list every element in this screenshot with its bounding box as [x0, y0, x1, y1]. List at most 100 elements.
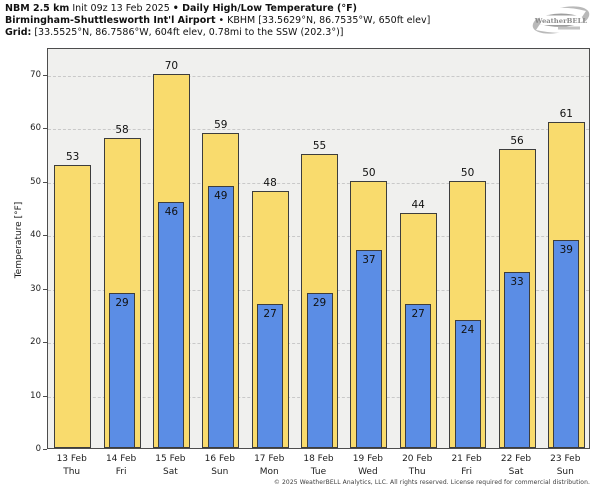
y-tick-label-50: 50: [30, 176, 41, 187]
x-tick-label: 22 Feb Sat: [491, 453, 540, 478]
x-tick-label: 15 Feb Sat: [146, 453, 195, 478]
x-tick-date: 14 Feb: [105, 454, 137, 464]
low-value-label: 27: [411, 307, 425, 320]
x-tick-label: 16 Feb Sun: [195, 453, 244, 478]
high-value-label: 44: [411, 198, 425, 211]
chart-header: NBM 2.5 km Init 09z 13 Feb 2025 • Daily Hi…: [5, 3, 430, 38]
low-value-label: 49: [214, 190, 228, 202]
x-tick-weekday: Sat: [163, 466, 178, 477]
y-tick-mark-0: [43, 449, 47, 450]
x-tick-label: 14 Feb Fri: [96, 453, 145, 478]
high-value-label: 58: [115, 123, 129, 136]
logo-tagline-bar: [558, 26, 580, 30]
x-tick-weekday: Thu: [63, 466, 81, 477]
x-tick-date: 13 Feb: [56, 454, 87, 464]
y-tick-label-70: 70: [30, 69, 41, 80]
high-value-label: 53: [66, 150, 80, 163]
y-tick-label-0: 0: [35, 444, 41, 454]
x-tick-date: 21 Feb: [451, 454, 482, 464]
header-line-3: Grid: [33.5525°N, 86.7586°W, 604ft elev, …: [5, 27, 430, 39]
model-name: NBM 2.5 km: [5, 3, 70, 14]
x-tick-weekday: Sun: [211, 466, 229, 477]
header-line-1: NBM 2.5 km Init 09z 13 Feb 2025 • Daily Hi…: [5, 3, 430, 15]
header-line-2: Birmingham-Shuttlesworth Int'l Airport • …: [5, 15, 430, 27]
gridline-60: [48, 129, 589, 131]
high-value-label: 70: [164, 59, 179, 72]
low-value-label: 27: [263, 307, 277, 320]
x-tick-weekday: Sun: [556, 466, 574, 477]
x-tick-date: 22 Feb: [500, 454, 532, 464]
low-bar: [257, 303, 284, 448]
plot-area: 53 58 29 70 46 59 49 48 27 55 29 50 37 44 27 50 24 56 33 61…: [47, 48, 590, 449]
y-tick-mark-20: [43, 342, 47, 344]
high-value-label: 50: [362, 166, 376, 179]
x-tick-weekday: Thu: [408, 466, 426, 477]
low-bar: [109, 292, 135, 448]
low-bar: [355, 250, 382, 448]
y-tick-label-40: 40: [30, 230, 41, 241]
y-tick-label-30: 30: [30, 283, 41, 294]
low-bar: [553, 239, 580, 448]
low-bar: [405, 303, 432, 448]
x-tick-label: 20 Feb Thu: [393, 453, 442, 478]
low-value-label: 46: [164, 206, 179, 219]
x-tick-date: 16 Feb: [204, 454, 235, 464]
x-tick-date: 20 Feb: [402, 454, 433, 464]
grid-label: Grid:: [5, 26, 32, 38]
y-tick-label-60: 60: [30, 123, 41, 134]
product-title: • Daily High/Low Temperature (°F): [172, 3, 357, 14]
x-tick-label: 23 Feb Sun: [541, 453, 590, 478]
low-value-label: 29: [312, 296, 327, 309]
y-tick-label-10: 10: [30, 390, 41, 401]
x-tick-date: 15 Feb: [155, 454, 186, 464]
y-tick-mark-10: [43, 395, 47, 397]
logo-text: WeatherBELL: [534, 17, 587, 25]
low-bar: [454, 319, 481, 448]
high-value-label: 55: [312, 139, 327, 152]
x-tick-date: 17 Feb: [254, 454, 285, 464]
x-tick-label: 21 Feb Fri: [442, 453, 491, 478]
high-value-label: 48: [263, 177, 277, 190]
low-bar: [504, 271, 530, 448]
y-tick-mark-70: [43, 74, 47, 76]
x-tick-date: 18 Feb: [303, 454, 334, 464]
y-tick-mark-50: [43, 181, 47, 183]
x-tick-label: 18 Feb Tue: [294, 453, 343, 478]
high-bar: [54, 164, 92, 448]
copyright-notice: © 2025 WeatherBELL Analytics, LLC. All r…: [273, 479, 590, 486]
high-value-label: 50: [460, 166, 475, 179]
x-tick-label: 17 Feb Mon: [245, 453, 294, 478]
y-tick-mark-40: [43, 235, 47, 237]
high-value-label: 61: [559, 107, 573, 120]
gridline-70: [48, 75, 589, 77]
low-bar: [158, 202, 185, 448]
low-bar: [207, 186, 234, 448]
x-tick-weekday: Fri: [115, 466, 127, 477]
x-tick-weekday: Tue: [310, 466, 327, 477]
low-value-label: 39: [559, 243, 573, 256]
low-value-label: 24: [460, 323, 475, 336]
x-tick-label: 13 Feb Thu: [47, 453, 96, 478]
init-time: Init 09z 13 Feb 2025: [72, 3, 170, 14]
high-value-label: 56: [510, 134, 524, 147]
station-name: Birmingham-Shuttlesworth Int'l Airport: [5, 14, 216, 26]
y-tick-label-20: 20: [30, 337, 41, 348]
weatherbell-logo: WeatherBELL: [532, 6, 590, 34]
low-value-label: 33: [510, 275, 524, 288]
x-tick-date: 19 Feb: [352, 454, 383, 464]
x-tick-weekday: Wed: [358, 466, 378, 477]
high-value-label: 59: [214, 118, 228, 131]
x-tick-weekday: Mon: [259, 466, 279, 477]
x-tick-weekday: Fri: [461, 466, 472, 477]
x-tick-weekday: Sat: [508, 466, 524, 477]
y-tick-mark-30: [43, 288, 47, 290]
low-value-label: 37: [362, 254, 376, 267]
y-tick-mark-60: [43, 128, 47, 130]
grid-coords: [33.5525°N, 86.7586°W, 604ft elev, 0.78m…: [34, 26, 344, 38]
low-bar: [306, 292, 333, 448]
station-coords: • KBHM [33.5629°N, 86.7535°W, 650ft elev…: [218, 14, 431, 26]
low-value-label: 29: [115, 296, 129, 309]
x-tick-date: 23 Feb: [550, 454, 581, 464]
x-tick-label: 19 Feb Wed: [343, 453, 392, 478]
